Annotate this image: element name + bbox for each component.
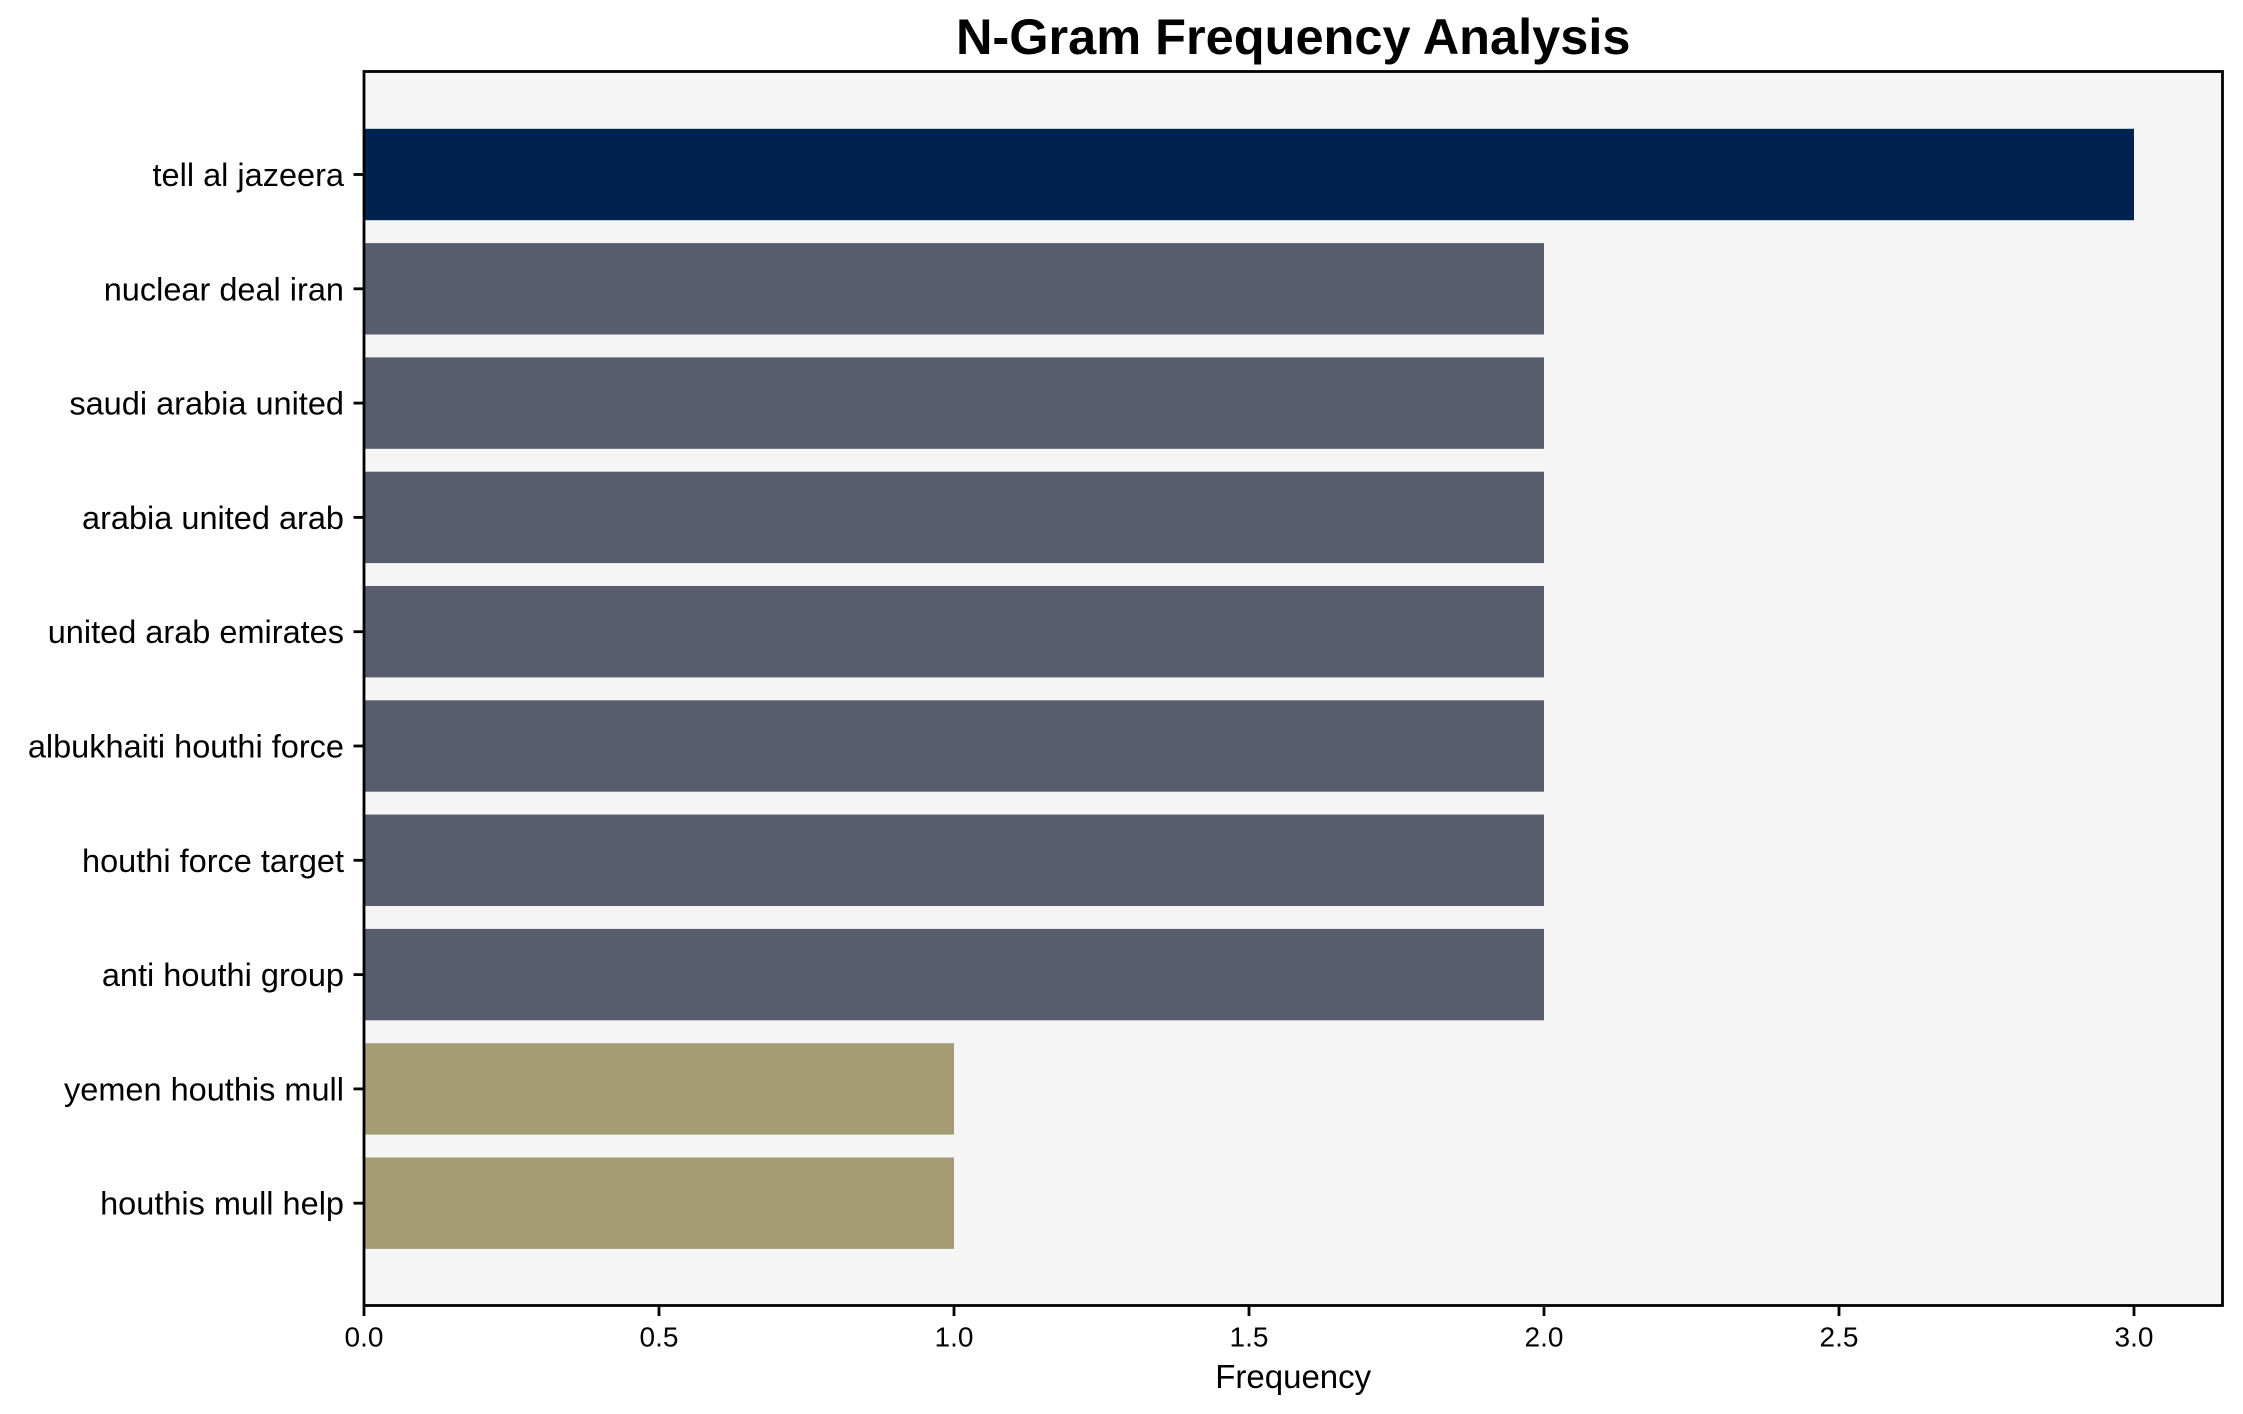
svg-text:anti houthi group: anti houthi group	[102, 957, 344, 993]
svg-text:Frequency: Frequency	[1215, 1358, 1371, 1395]
svg-text:nuclear deal iran: nuclear deal iran	[104, 271, 344, 307]
svg-text:1.0: 1.0	[935, 1322, 974, 1353]
svg-text:tell al jazeera: tell al jazeera	[153, 157, 345, 193]
svg-text:3.0: 3.0	[2115, 1322, 2154, 1353]
svg-text:0.0: 0.0	[345, 1322, 384, 1353]
svg-text:0.5: 0.5	[640, 1322, 679, 1353]
svg-text:1.5: 1.5	[1230, 1322, 1269, 1353]
svg-text:2.0: 2.0	[1525, 1322, 1564, 1353]
svg-text:albukhaiti houthi force: albukhaiti houthi force	[28, 729, 344, 765]
svg-text:yemen houthis mull: yemen houthis mull	[64, 1071, 344, 1107]
svg-text:2.5: 2.5	[1820, 1322, 1859, 1353]
svg-text:N-Gram Frequency Analysis: N-Gram Frequency Analysis	[956, 8, 1631, 65]
svg-text:houthi force target: houthi force target	[82, 843, 344, 879]
svg-text:houthis mull help: houthis mull help	[100, 1186, 344, 1222]
svg-text:saudi arabia united: saudi arabia united	[69, 386, 344, 422]
svg-text:arabia united arab: arabia united arab	[82, 500, 344, 536]
svg-text:united arab emirates: united arab emirates	[48, 614, 344, 650]
